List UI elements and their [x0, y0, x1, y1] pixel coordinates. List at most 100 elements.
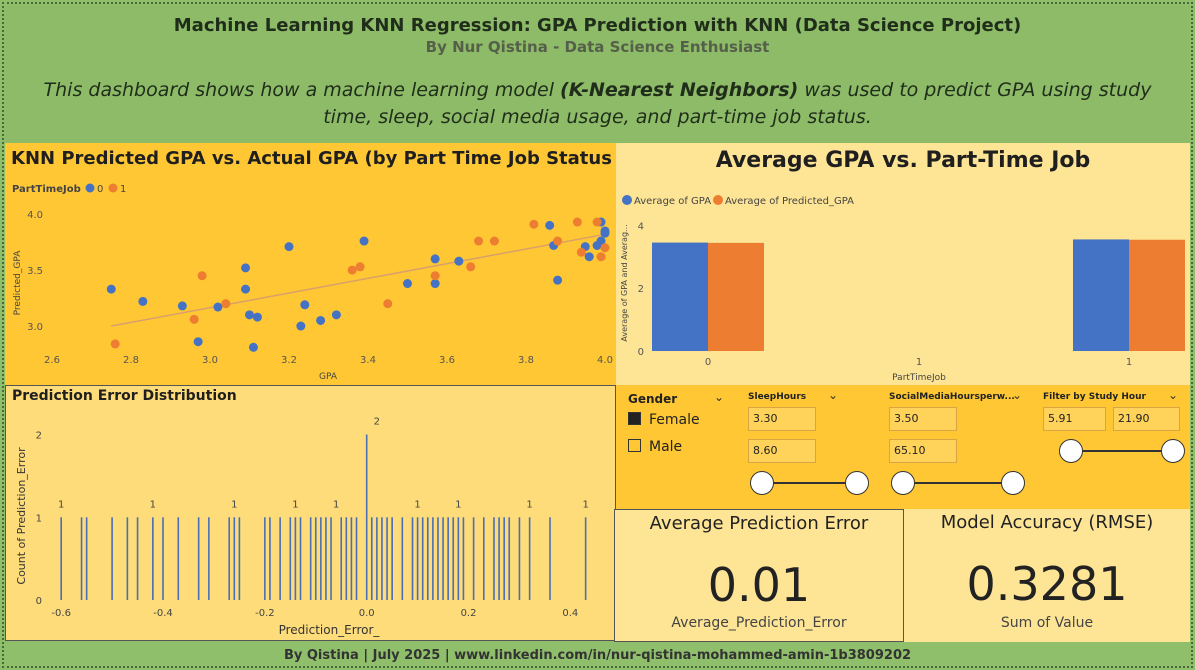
social-chevron-down-icon[interactable]: ⌄: [1012, 388, 1023, 402]
scatter-point-0: [553, 275, 563, 285]
scatter-point-1: [221, 299, 231, 309]
rmse-card-title: Model Accuracy (RMSE): [940, 512, 1154, 533]
scatter-point-0: [241, 284, 251, 294]
scatter-point-1: [576, 247, 586, 257]
social-min-input[interactable]: 3.50: [889, 407, 957, 431]
error-distribution-chart[interactable]: Count of Prediction_Error Prediction_Err…: [6, 386, 615, 640]
scatter-chart-title: KNN Predicted GPA vs. Actual GPA (by Par…: [11, 148, 612, 169]
bar-x-tick-label: 1: [1126, 357, 1132, 368]
scatter-point-1: [572, 217, 582, 227]
error-histogram-bar: [325, 517, 327, 600]
dashboard-header: Machine Learning KNN Regression: GPA Pre…: [5, 5, 1190, 143]
error-histogram-bar: [162, 517, 164, 600]
scatter-legend-marker-1: [108, 183, 118, 193]
scatter-point-1: [489, 236, 499, 246]
error-histogram-bar: [426, 517, 429, 600]
sleep-slider-min-handle[interactable]: [750, 471, 774, 495]
bar-y-axis-label: Average of GPA and Averag...: [620, 224, 629, 341]
error-histogram-bar: [370, 517, 373, 600]
error-histogram-bar: [238, 517, 241, 600]
error-x-axis-label: Prediction_Error_: [279, 623, 381, 637]
scatter-point-0: [331, 310, 341, 320]
social-max-input[interactable]: 65.10: [889, 439, 957, 463]
study-slider-max-handle[interactable]: [1161, 439, 1185, 463]
scatter-point-1: [383, 299, 393, 309]
description-text-start: This dashboard shows how a machine learn…: [43, 79, 561, 101]
avg-error-value: 0.01: [707, 558, 811, 612]
error-data-label: 1: [231, 499, 237, 510]
error-histogram-bar: [381, 517, 383, 600]
dashboard-title: Machine Learning KNN Regression: GPA Pre…: [173, 15, 1022, 36]
scatter-point-0: [296, 321, 306, 331]
study-slider-min-handle[interactable]: [1059, 439, 1083, 463]
scatter-legend-title: PartTimeJob: [12, 184, 81, 195]
error-histogram-bar: [584, 517, 587, 600]
scatter-x-axis-label: GPA: [319, 372, 338, 382]
scatter-x-tick-label: 3.4: [360, 355, 376, 366]
social-slider-max-handle[interactable]: [1001, 471, 1025, 495]
error-distribution-panel[interactable]: Prediction Error Distribution Count of P…: [5, 385, 616, 641]
error-histogram-bar: [482, 517, 485, 600]
female-checkbox[interactable]: [628, 412, 641, 425]
study-min-input[interactable]: 5.91: [1043, 407, 1106, 431]
error-histogram-bar: [289, 517, 292, 600]
error-data-label: 1: [292, 499, 298, 510]
error-histogram-bar: [330, 517, 332, 600]
sleep-slider-max-handle[interactable]: [845, 471, 869, 495]
error-histogram-bar: [233, 517, 236, 600]
scatter-point-1: [430, 271, 440, 281]
scatter-chart-panel[interactable]: KNN Predicted GPA vs. Actual GPA (by Par…: [5, 143, 616, 385]
error-histogram-bar: [416, 517, 419, 600]
error-histogram-bar: [340, 517, 343, 600]
sleep-chevron-down-icon[interactable]: ⌄: [828, 388, 839, 402]
error-histogram-bar: [376, 517, 378, 600]
study-chevron-down-icon[interactable]: ⌄: [1168, 388, 1179, 402]
scatter-x-tick-label: 3.6: [439, 355, 455, 366]
scatter-point-1: [592, 217, 602, 227]
scatter-y-tick-label: 3.5: [27, 266, 43, 277]
bar-chart[interactable]: Average of GPA Average of Predicted_GPA …: [616, 143, 1190, 385]
error-y-axis-label: Count of Prediction_Error: [15, 447, 28, 585]
scatter-point-0: [454, 256, 464, 266]
error-histogram-bar: [309, 517, 312, 600]
sleep-min-input[interactable]: 3.30: [748, 407, 816, 431]
error-data-label: 1: [455, 499, 461, 510]
error-histogram-bar: [152, 517, 154, 600]
scatter-chart[interactable]: PartTimeJob 0 1 Predicted_GPA GPA 2.6 2.8…: [5, 143, 616, 385]
bar-chart-panel[interactable]: Average GPA vs. Part-Time Job Average of…: [616, 143, 1190, 385]
scatter-point-0: [545, 220, 555, 230]
filters-panel: Gender ⌄ Female Male SleepHours ⌄ 3.30 8…: [616, 385, 1190, 509]
scatter-point-0: [359, 236, 369, 246]
gender-chevron-down-icon[interactable]: ⌄: [714, 390, 725, 404]
scatter-point-1: [189, 314, 199, 324]
error-chart-title: Prediction Error Distribution: [12, 388, 237, 404]
social-slider-min-handle[interactable]: [891, 471, 915, 495]
gender-option-male[interactable]: Male: [628, 439, 682, 455]
scatter-point-0: [252, 312, 262, 322]
bar-legend-label-gpa: Average of GPA: [634, 196, 711, 207]
error-y-tick-label: 0: [36, 596, 42, 607]
sleep-slider-track[interactable]: [762, 482, 857, 484]
scatter-point-0: [106, 284, 116, 294]
scatter-legend-label-0: 0: [97, 184, 103, 195]
male-checkbox[interactable]: [628, 439, 641, 452]
study-slider-track[interactable]: [1071, 450, 1171, 452]
error-histogram-bar: [442, 517, 444, 600]
bar-gpa-0: [652, 242, 708, 351]
error-histogram-bar: [269, 517, 271, 600]
error-histogram-bar: [126, 517, 129, 600]
bar-y-tick-label: 2: [638, 284, 644, 295]
scatter-point-0: [430, 254, 440, 264]
gender-option-female[interactable]: Female: [628, 412, 700, 428]
scatter-point-0: [284, 242, 294, 252]
error-histogram-bar: [462, 517, 465, 600]
error-histogram-bar: [197, 517, 200, 600]
study-max-input[interactable]: 21.90: [1113, 407, 1180, 431]
social-slider-track[interactable]: [903, 482, 1013, 484]
bar-x-tick-label: 1: [916, 357, 922, 368]
sleep-max-input[interactable]: 8.60: [748, 439, 816, 463]
error-histogram-bar: [111, 517, 113, 600]
bar-legend-marker-gpa: [622, 195, 632, 205]
avg-error-card-title: Average Prediction Error: [649, 513, 869, 534]
scatter-point-1: [596, 252, 606, 262]
